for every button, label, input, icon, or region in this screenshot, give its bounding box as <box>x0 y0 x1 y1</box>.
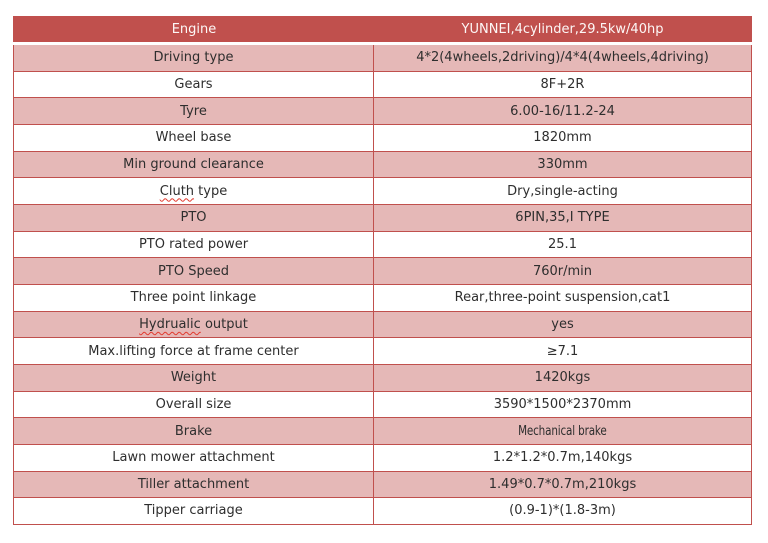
spec-value: yes <box>551 316 574 332</box>
misspelled-word: Hydrualic <box>139 316 201 332</box>
misspelled-word: Cluth <box>159 183 195 199</box>
spec-label: Driving type <box>14 45 374 71</box>
table-row-tipper-carriage: Tipper carriage (0.9-1)*(1.8-3m) <box>13 498 752 525</box>
spec-value: 6.00-16/11.2-24 <box>510 103 615 119</box>
spec-value: Rear,three-point suspension,cat1 <box>454 290 671 306</box>
spec-label: Brake <box>14 418 374 444</box>
table-row-overall-size: Overall size 3590*1500*2370mm <box>13 391 752 419</box>
table-row-three-point-linkage: Three point linkage Rear,three-point sus… <box>13 284 752 312</box>
spec-label: Weight <box>14 364 374 391</box>
spec-value: (0.9-1)*(1.8-3m) <box>509 503 616 519</box>
header-label-cell: Engine <box>171 21 217 37</box>
spec-label: Max.lifting force at frame center <box>14 338 374 364</box>
spec-label: Hydrualic output <box>14 311 374 338</box>
table-row-gears: Gears 8F+2R <box>13 71 752 99</box>
spec-label: PTO rated power <box>14 231 374 258</box>
spec-label: Tipper carriage <box>14 498 374 524</box>
table-row-min-ground-clearance: Min ground clearance 330mm <box>13 151 752 179</box>
table-row-tyre: Tyre 6.00-16/11.2-24 <box>13 98 752 125</box>
spec-value: Mechanical brake <box>374 418 751 444</box>
spec-value: 1420kgs <box>534 370 591 386</box>
spec-label: PTO Speed <box>14 258 374 284</box>
spec-label: Three point linkage <box>14 284 374 311</box>
table-header-row: Engine YUNNEI,4cylinder,29.5kw/40hp <box>13 16 752 42</box>
table-row-wheel-base: Wheel base 1820mm <box>13 124 752 152</box>
table-row-weight: Weight 1420kgs <box>13 364 752 392</box>
spec-value: 3590*1500*2370mm <box>493 396 632 412</box>
spec-label-rest: type <box>194 183 228 199</box>
spec-value: ≥7.1 <box>546 343 579 359</box>
spec-value: 1820mm <box>533 130 592 146</box>
tractor-spec-table: Engine YUNNEI,4cylinder,29.5kw/40hp Driv… <box>13 16 752 525</box>
spec-label: Tiller attachment <box>14 471 374 498</box>
table-row-clutch-type: Cluth type Dry,single-acting <box>13 178 752 205</box>
spec-value: 760r/min <box>532 263 593 279</box>
spec-label: Wheel base <box>14 124 374 151</box>
table-row-lawn-mower-attachment: Lawn mower attachment 1.2*1.2*0.7m,140kg… <box>13 444 752 472</box>
spec-value: 1.49*0.7*0.7m,210kgs <box>488 476 637 492</box>
spec-value: Dry,single-acting <box>507 183 618 199</box>
table-row-driving-type: Driving type 4*2(4wheels,2driving)/4*4(4… <box>13 45 752 72</box>
spec-label: Lawn mower attachment <box>14 444 374 471</box>
spec-value-text: Mechanical brake <box>518 423 607 439</box>
spec-label: Gears <box>14 71 374 98</box>
table-row-hydraulic-output: Hydrualic output yes <box>13 311 752 339</box>
spec-value: 1.2*1.2*0.7m,140kgs <box>492 450 633 466</box>
spec-value: 4*2(4wheels,2driving)/4*4(4wheels,4drivi… <box>416 50 709 66</box>
table-row-max-lifting-force: Max.lifting force at frame center ≥7.1 <box>13 338 752 365</box>
spec-label: Cluth type <box>14 178 374 204</box>
table-row-pto-speed: PTO Speed 760r/min <box>13 258 752 285</box>
header-value-cell: YUNNEI,4cylinder,29.5kw/40hp <box>461 21 664 37</box>
spec-value: 8F+2R <box>540 76 585 92</box>
spec-value: 6PIN,35,I TYPE <box>515 210 610 226</box>
spec-label: Min ground clearance <box>14 151 374 178</box>
spec-label: Overall size <box>14 391 374 418</box>
table-row-pto: PTO 6PIN,35,I TYPE <box>13 204 752 232</box>
spec-label: PTO <box>14 204 374 231</box>
spec-label: Tyre <box>14 98 374 124</box>
table-row-brake: Brake Mechanical brake <box>13 418 752 445</box>
table-row-pto-rated-power: PTO rated power 25.1 <box>13 231 752 259</box>
spec-label-rest: output <box>200 316 248 332</box>
spec-value: 330mm <box>537 156 588 172</box>
table-row-tiller-attachment: Tiller attachment 1.49*0.7*0.7m,210kgs <box>13 471 752 499</box>
spec-value: 25.1 <box>548 236 577 252</box>
